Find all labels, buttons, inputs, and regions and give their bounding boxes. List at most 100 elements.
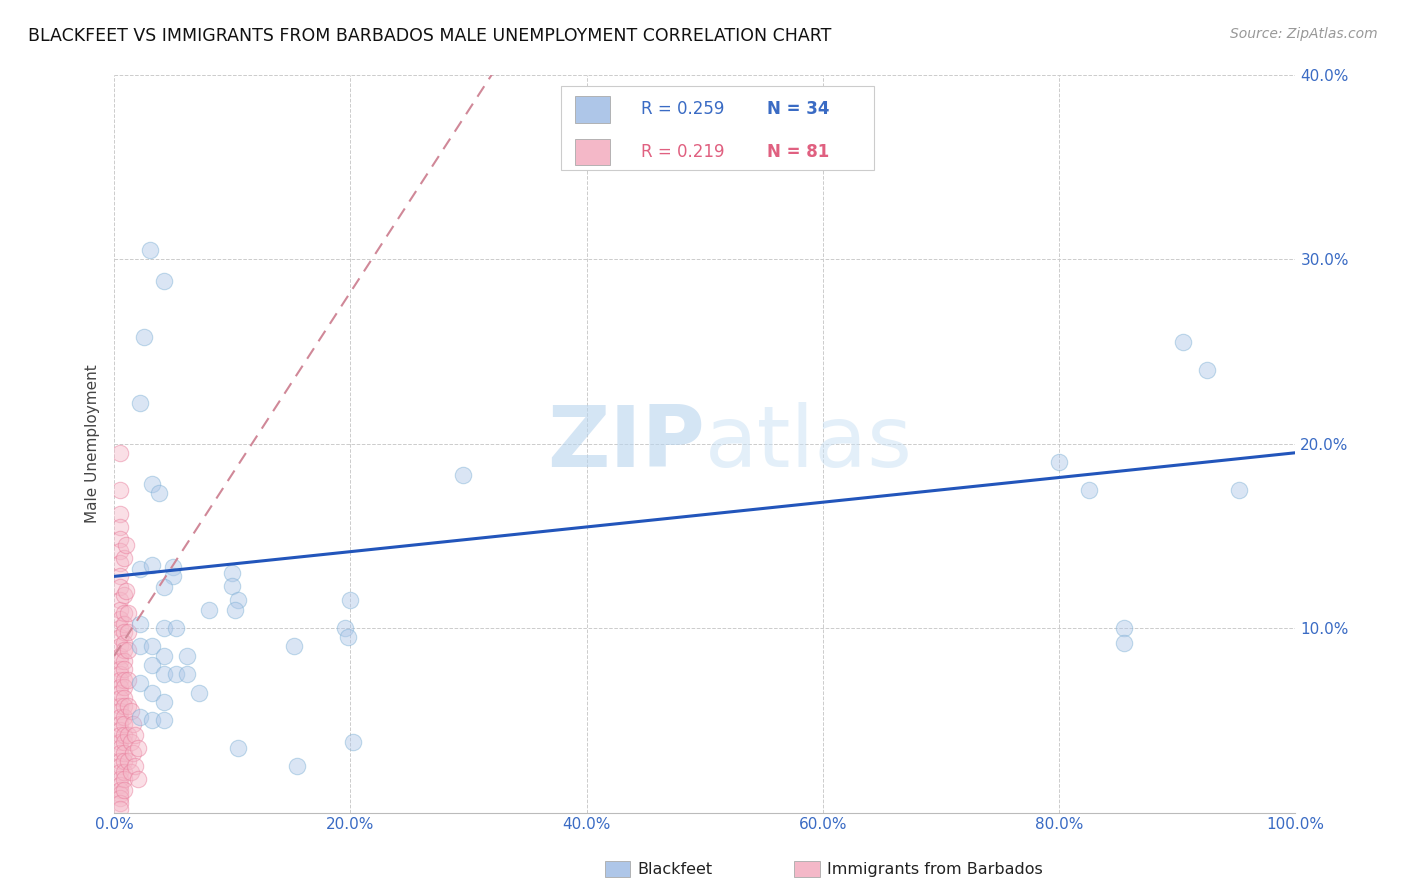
Point xyxy=(108,778,131,792)
Point xyxy=(108,685,131,699)
Point xyxy=(112,691,135,706)
Point xyxy=(112,717,135,731)
Point xyxy=(162,569,184,583)
Point xyxy=(153,695,176,709)
Point xyxy=(283,640,305,654)
Point xyxy=(108,612,131,626)
Point xyxy=(1047,455,1070,469)
Point xyxy=(112,617,135,632)
Point xyxy=(117,624,139,639)
Point xyxy=(337,630,360,644)
Point xyxy=(226,741,249,756)
Point xyxy=(153,648,176,663)
Point xyxy=(129,562,152,576)
Point xyxy=(108,747,131,761)
Point xyxy=(108,581,131,595)
Text: BLACKFEET VS IMMIGRANTS FROM BARBADOS MALE UNEMPLOYMENT CORRELATION CHART: BLACKFEET VS IMMIGRANTS FROM BARBADOS MA… xyxy=(28,27,831,45)
Text: N = 81: N = 81 xyxy=(768,143,830,161)
Point xyxy=(108,741,131,756)
Point xyxy=(112,643,135,657)
Point xyxy=(120,764,142,779)
Point xyxy=(112,747,135,761)
Point xyxy=(108,709,131,723)
Point xyxy=(108,593,131,607)
FancyBboxPatch shape xyxy=(561,86,873,170)
Point xyxy=(108,673,131,687)
Point xyxy=(108,569,131,583)
Point xyxy=(108,519,131,533)
Point xyxy=(1227,483,1250,497)
Point xyxy=(162,560,184,574)
Point xyxy=(188,685,211,699)
Y-axis label: Male Unemployment: Male Unemployment xyxy=(86,364,100,523)
Point xyxy=(112,754,135,768)
Point xyxy=(153,621,176,635)
Point xyxy=(122,747,145,761)
Point xyxy=(148,486,170,500)
Text: R = 0.259: R = 0.259 xyxy=(641,101,724,119)
Point xyxy=(226,593,249,607)
Point xyxy=(108,662,131,676)
Point xyxy=(1077,483,1099,497)
Point xyxy=(197,602,219,616)
Point xyxy=(108,783,131,797)
Point xyxy=(112,624,135,639)
Point xyxy=(122,717,145,731)
Point xyxy=(108,446,131,460)
Point xyxy=(342,735,364,749)
Point xyxy=(108,787,131,801)
Point xyxy=(1114,621,1136,635)
Point xyxy=(141,685,163,699)
Point xyxy=(108,691,131,706)
Point xyxy=(108,680,131,694)
Point xyxy=(115,584,138,599)
Point xyxy=(451,467,474,482)
Point xyxy=(112,783,135,797)
Point xyxy=(224,602,246,616)
Point xyxy=(112,764,135,779)
Point xyxy=(129,640,152,654)
Point xyxy=(108,507,131,521)
Point xyxy=(108,483,131,497)
Point xyxy=(108,602,131,616)
Point xyxy=(108,543,131,558)
Point xyxy=(112,662,135,676)
Point xyxy=(221,579,243,593)
Point xyxy=(108,797,131,811)
Point xyxy=(112,698,135,713)
Point xyxy=(108,630,131,644)
Point xyxy=(141,477,163,491)
Point xyxy=(153,713,176,727)
Point xyxy=(333,621,356,635)
Point xyxy=(165,621,187,635)
Text: atlas: atlas xyxy=(704,402,912,485)
Point xyxy=(132,329,155,343)
Point xyxy=(141,640,163,654)
Text: ZIP: ZIP xyxy=(547,402,704,485)
Point xyxy=(127,772,149,787)
Point xyxy=(124,728,146,742)
Point xyxy=(112,735,135,749)
Point xyxy=(129,396,152,410)
Point xyxy=(117,754,139,768)
Point xyxy=(153,667,176,681)
Point xyxy=(108,667,131,681)
Bar xyxy=(575,96,610,122)
Point xyxy=(108,790,131,805)
Point xyxy=(176,648,198,663)
Text: Blackfeet: Blackfeet xyxy=(637,863,711,877)
Point xyxy=(108,640,131,654)
Point xyxy=(108,704,131,718)
Point xyxy=(108,717,131,731)
Point xyxy=(108,533,131,547)
Point xyxy=(117,698,139,713)
Point xyxy=(108,754,131,768)
Point xyxy=(153,581,176,595)
Point xyxy=(339,593,361,607)
Point xyxy=(120,704,142,718)
Point xyxy=(108,557,131,571)
Point xyxy=(112,654,135,668)
Point xyxy=(115,538,138,552)
Point xyxy=(108,698,131,713)
Point xyxy=(1195,362,1218,376)
